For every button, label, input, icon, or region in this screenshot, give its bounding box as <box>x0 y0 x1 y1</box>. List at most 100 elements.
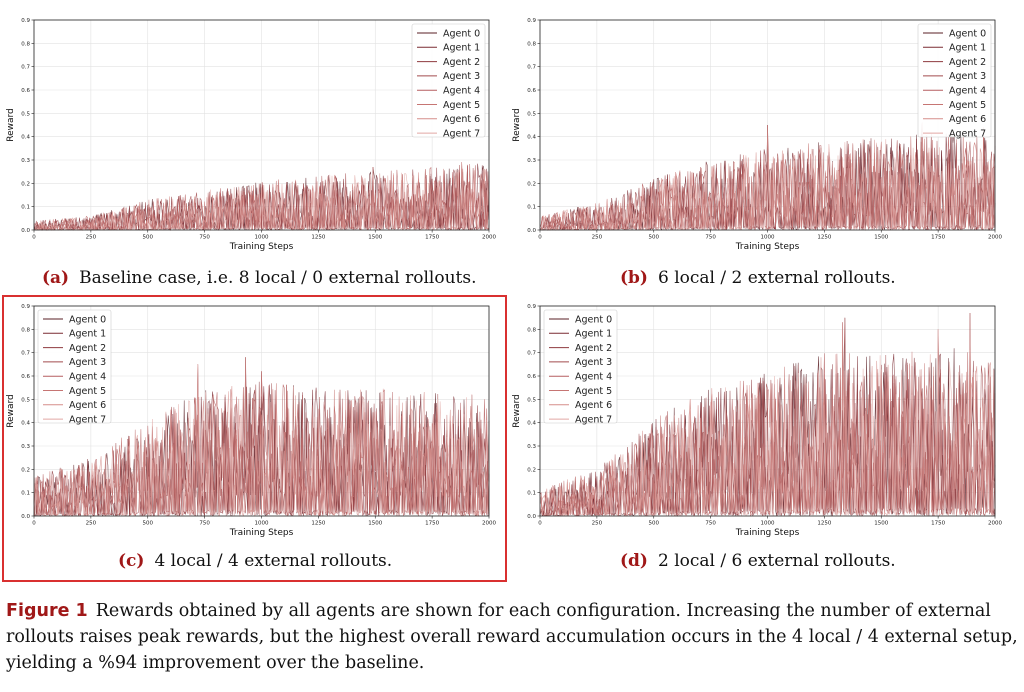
y-tick-label: 0.3 <box>21 444 30 450</box>
y-tick-label: 0.2 <box>21 181 30 187</box>
x-tick-label: 250 <box>592 521 603 527</box>
caption-a: (a) Baseline case, i.e. 8 local / 0 exter… <box>42 268 476 288</box>
y-tick-label: 0.2 <box>527 467 536 473</box>
y-tick-label: 0.7 <box>527 65 536 71</box>
y-tick-label: 0.9 <box>527 18 536 24</box>
x-tick-label: 1500 <box>368 521 382 527</box>
chart-d: 0 250 500 750 1000 1250 1500 1750 2000 0.0 0.1 0.2 0… <box>512 304 1002 538</box>
legend-label-agent-4: Agent 4 <box>443 86 480 97</box>
x-axis-label: Training Steps <box>229 242 294 252</box>
x-tick-label: 1250 <box>817 235 831 241</box>
y-tick-label: 0.5 <box>21 397 30 403</box>
y-tick-label: 0.6 <box>21 88 30 94</box>
y-tick-label: 0.3 <box>527 158 536 164</box>
x-tick-label: 1000 <box>255 235 269 241</box>
series-line-agent-6 <box>539 124 996 231</box>
legend-label-agent-2: Agent 2 <box>575 343 612 354</box>
caption-b: (b) 6 local / 2 external rollouts. <box>620 268 896 288</box>
x-tick-label: 2000 <box>482 235 496 241</box>
y-tick-label: 0.0 <box>21 514 30 520</box>
figure-label: Figure 1 <box>6 601 88 621</box>
x-tick-label: 1250 <box>817 521 831 527</box>
legend-box <box>37 309 112 424</box>
y-tick-label: 0.0 <box>527 228 536 234</box>
x-tick-label: 1750 <box>425 235 439 241</box>
x-tick-label: 1750 <box>931 521 945 527</box>
x-tick-label: 2000 <box>482 521 496 527</box>
caption-d-text: 2 local / 6 external rollouts. <box>657 551 896 571</box>
legend-label-agent-3: Agent 3 <box>949 71 986 82</box>
y-tick-label: 0.9 <box>21 304 30 310</box>
y-tick-label: 0.1 <box>527 205 536 211</box>
panel-c: 0 250 500 750 1000 1250 1500 1750 2000 0.0 0.1 0.2 0… <box>0 294 505 544</box>
caption-c-tag: (c) <box>118 551 145 571</box>
legend-label-agent-7: Agent 7 <box>575 414 612 425</box>
chart-c: 0 250 500 750 1000 1250 1500 1750 2000 0.0 0.1 0.2 0… <box>6 304 496 538</box>
legend-label-agent-7: Agent 7 <box>443 128 480 139</box>
x-tick-label: 500 <box>649 521 660 527</box>
legend-label-agent-5: Agent 5 <box>443 100 480 111</box>
x-axis-label: Training Steps <box>735 242 800 252</box>
x-tick-label: 500 <box>649 235 660 241</box>
legend-box <box>917 23 992 138</box>
x-tick-label: 750 <box>199 235 210 241</box>
legend-label-agent-5: Agent 5 <box>575 386 612 397</box>
x-tick-label: 750 <box>199 521 210 527</box>
x-tick-label: 0 <box>32 235 36 241</box>
legend-label-agent-3: Agent 3 <box>443 71 480 82</box>
legend-label-agent-6: Agent 6 <box>69 400 106 411</box>
caption-a-text: Baseline case, i.e. 8 local / 0 external… <box>79 268 477 288</box>
x-tick-label: 1500 <box>874 235 888 241</box>
y-tick-label: 0.7 <box>527 351 536 357</box>
highlight-box <box>2 295 507 582</box>
legend-box <box>543 309 618 424</box>
y-tick-label: 0.4 <box>21 421 30 427</box>
legend-label-agent-0: Agent 0 <box>575 314 612 325</box>
panel-d: 0 250 500 750 1000 1250 1500 1750 2000 0.0 0.1 0.2 0… <box>506 294 1011 544</box>
legend: Agent 0 Agent 1 Agent 2 Agent 3 Agent 4 Agent… <box>37 309 112 425</box>
legend: Agent 0 Agent 1 Agent 2 Agent 3 Agent 4 Agent… <box>543 309 618 425</box>
y-axis-label: Reward <box>6 108 16 142</box>
x-tick-label: 250 <box>86 235 97 241</box>
y-tick-label: 0.7 <box>21 351 30 357</box>
x-tick-label: 1250 <box>311 235 325 241</box>
x-tick-label: 250 <box>86 521 97 527</box>
y-tick-label: 0.8 <box>21 41 30 47</box>
series-line-agent-7 <box>539 329 996 517</box>
y-tick-label: 0.0 <box>21 228 30 234</box>
x-tick-label: 2000 <box>988 521 1002 527</box>
y-tick-label: 0.3 <box>21 158 30 164</box>
caption-d: (d) 2 local / 6 external rollouts. <box>620 551 896 571</box>
y-tick-label: 0.5 <box>527 111 536 117</box>
y-tick-label: 0.8 <box>527 41 536 47</box>
legend-label-agent-5: Agent 5 <box>949 100 986 111</box>
legend-label-agent-2: Agent 2 <box>949 57 986 68</box>
x-tick-label: 2000 <box>988 235 1002 241</box>
x-tick-label: 0 <box>538 521 542 527</box>
legend-label-agent-1: Agent 1 <box>69 329 106 340</box>
chart-b: 0 250 500 750 1000 1250 1500 1750 2000 0.0 0.1 0.2 0… <box>512 18 1002 252</box>
legend-label-agent-1: Agent 1 <box>575 329 612 340</box>
figure-caption-text: Rewards obtained by all agents are shown… <box>6 601 1018 673</box>
legend-label-agent-4: Agent 4 <box>949 86 986 97</box>
x-tick-label: 0 <box>32 521 36 527</box>
y-tick-label: 0.9 <box>527 304 536 310</box>
x-axis-label: Training Steps <box>229 528 294 538</box>
y-tick-label: 0.1 <box>21 205 30 211</box>
legend-label-agent-6: Agent 6 <box>949 114 986 125</box>
legend-label-agent-3: Agent 3 <box>575 357 612 368</box>
x-tick-label: 1750 <box>425 521 439 527</box>
series-line-agent-7 <box>33 364 490 517</box>
x-tick-label: 750 <box>705 521 716 527</box>
legend-label-agent-3: Agent 3 <box>69 357 106 368</box>
legend-label-agent-0: Agent 0 <box>949 28 986 39</box>
legend-label-agent-6: Agent 6 <box>575 400 612 411</box>
x-tick-label: 1000 <box>761 235 775 241</box>
series-line-agent-6 <box>33 166 490 231</box>
legend-label-agent-1: Agent 1 <box>949 43 986 54</box>
legend-label-agent-6: Agent 6 <box>443 114 480 125</box>
y-axis-label: Reward <box>512 108 522 142</box>
panel-a: 0 250 500 750 1000 1250 1500 1750 2000 0.0 0.1 0.2 0… <box>0 8 505 258</box>
series-line-agent-4 <box>539 122 996 231</box>
x-tick-label: 250 <box>592 235 603 241</box>
